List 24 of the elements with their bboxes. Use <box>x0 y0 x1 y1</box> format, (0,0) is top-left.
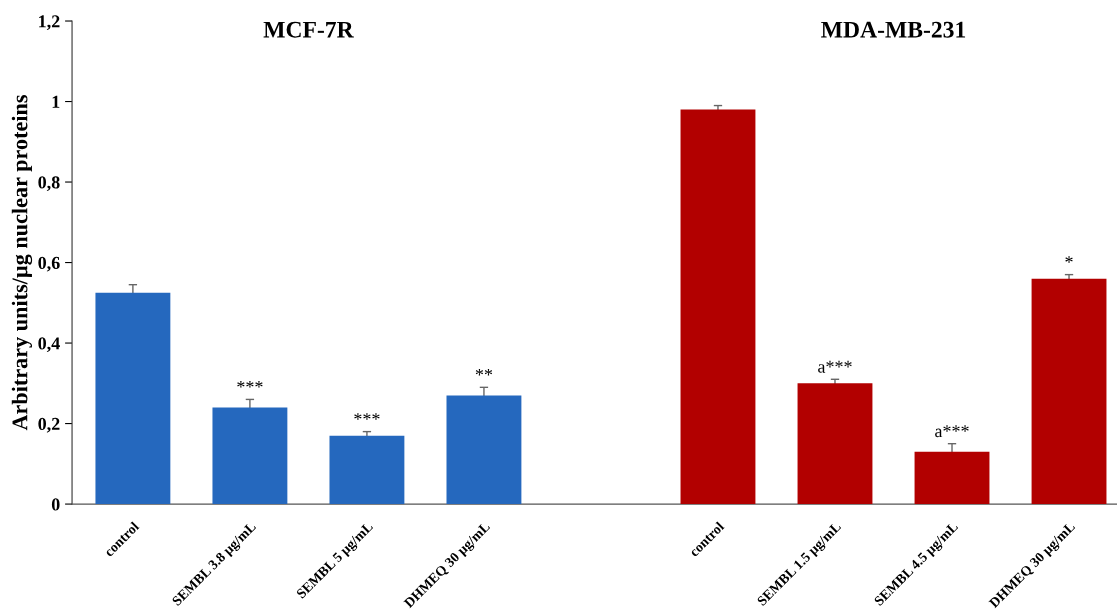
annotation: MDA-MB-231 <box>821 21 966 38</box>
bar <box>680 109 756 505</box>
y-tick-label: 1 <box>52 95 60 108</box>
y-tick-label: 0,4 <box>38 337 60 353</box>
bar <box>446 395 522 505</box>
y-tick-label: 0,2 <box>38 417 60 433</box>
y-axis-title: Arbitrary units/µg nuclear proteins <box>11 95 33 431</box>
bar <box>1031 278 1107 505</box>
data-label: *** <box>354 413 380 420</box>
y-tick-label: 1,2 <box>39 15 60 31</box>
bar <box>797 383 873 505</box>
bar <box>95 292 171 505</box>
y-tick-label: 0,8 <box>38 176 60 192</box>
data-label: * <box>1065 256 1073 263</box>
data-label: ** <box>475 368 493 376</box>
data-label: a*** <box>935 425 969 438</box>
y-tick-label: 0,6 <box>38 256 60 272</box>
data-label: *** <box>237 380 263 388</box>
y-tick-label: 0 <box>51 498 60 511</box>
bar <box>914 451 990 505</box>
annotation: MCF-7R <box>263 21 354 38</box>
bar <box>212 407 288 505</box>
data-label: a*** <box>818 360 852 373</box>
bar <box>329 435 405 505</box>
